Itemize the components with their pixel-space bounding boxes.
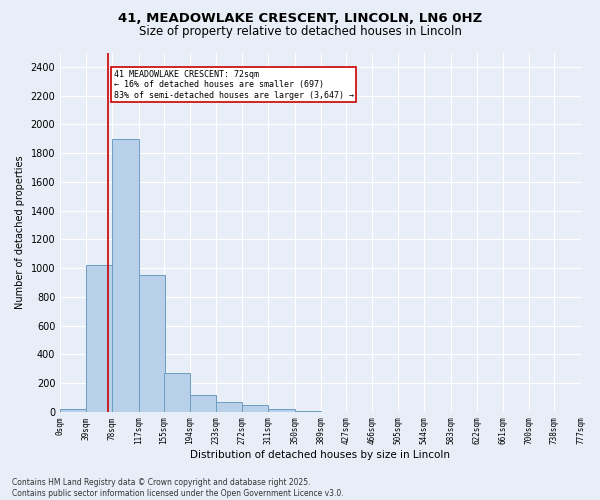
- Text: 41, MEADOWLAKE CRESCENT, LINCOLN, LN6 0HZ: 41, MEADOWLAKE CRESCENT, LINCOLN, LN6 0H…: [118, 12, 482, 26]
- Bar: [216, 402, 242, 412]
- Text: 41 MEADOWLAKE CRESCENT: 72sqm
← 16% of detached houses are smaller (697)
83% of : 41 MEADOWLAKE CRESCENT: 72sqm ← 16% of d…: [114, 70, 354, 100]
- X-axis label: Distribution of detached houses by size in Lincoln: Distribution of detached houses by size …: [190, 450, 451, 460]
- Text: Contains HM Land Registry data © Crown copyright and database right 2025.
Contai: Contains HM Land Registry data © Crown c…: [12, 478, 344, 498]
- Bar: [86, 265, 112, 412]
- Text: Size of property relative to detached houses in Lincoln: Size of property relative to detached ho…: [139, 25, 461, 38]
- Bar: [60, 409, 86, 412]
- Bar: [112, 138, 139, 412]
- Bar: [295, 411, 320, 412]
- Bar: [164, 373, 190, 412]
- Bar: [268, 409, 295, 412]
- Bar: [242, 404, 268, 412]
- Bar: [139, 276, 164, 412]
- Y-axis label: Number of detached properties: Number of detached properties: [15, 156, 25, 309]
- Bar: [190, 394, 216, 412]
